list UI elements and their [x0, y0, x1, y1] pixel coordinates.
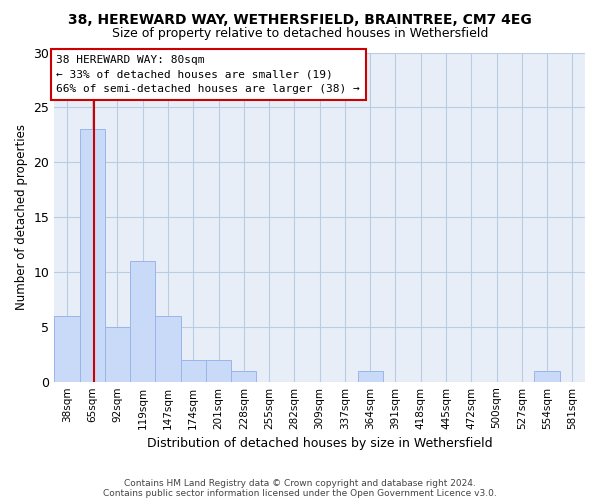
Bar [80, 130, 105, 382]
Text: 38, HEREWARD WAY, WETHERSFIELD, BRAINTREE, CM7 4EG: 38, HEREWARD WAY, WETHERSFIELD, BRAINTRE… [68, 12, 532, 26]
Text: Size of property relative to detached houses in Wethersfield: Size of property relative to detached ho… [112, 28, 488, 40]
Bar [105, 327, 130, 382]
Bar [155, 316, 181, 382]
Bar [181, 360, 206, 382]
Bar [206, 360, 231, 382]
Text: Contains public sector information licensed under the Open Government Licence v3: Contains public sector information licen… [103, 488, 497, 498]
Text: 38 HEREWARD WAY: 80sqm
← 33% of detached houses are smaller (19)
66% of semi-det: 38 HEREWARD WAY: 80sqm ← 33% of detached… [56, 54, 360, 94]
Bar [130, 261, 155, 382]
Y-axis label: Number of detached properties: Number of detached properties [15, 124, 28, 310]
Bar [231, 370, 256, 382]
Bar [358, 370, 383, 382]
Bar [535, 370, 560, 382]
Bar [54, 316, 80, 382]
X-axis label: Distribution of detached houses by size in Wethersfield: Distribution of detached houses by size … [147, 437, 493, 450]
Text: Contains HM Land Registry data © Crown copyright and database right 2024.: Contains HM Land Registry data © Crown c… [124, 478, 476, 488]
